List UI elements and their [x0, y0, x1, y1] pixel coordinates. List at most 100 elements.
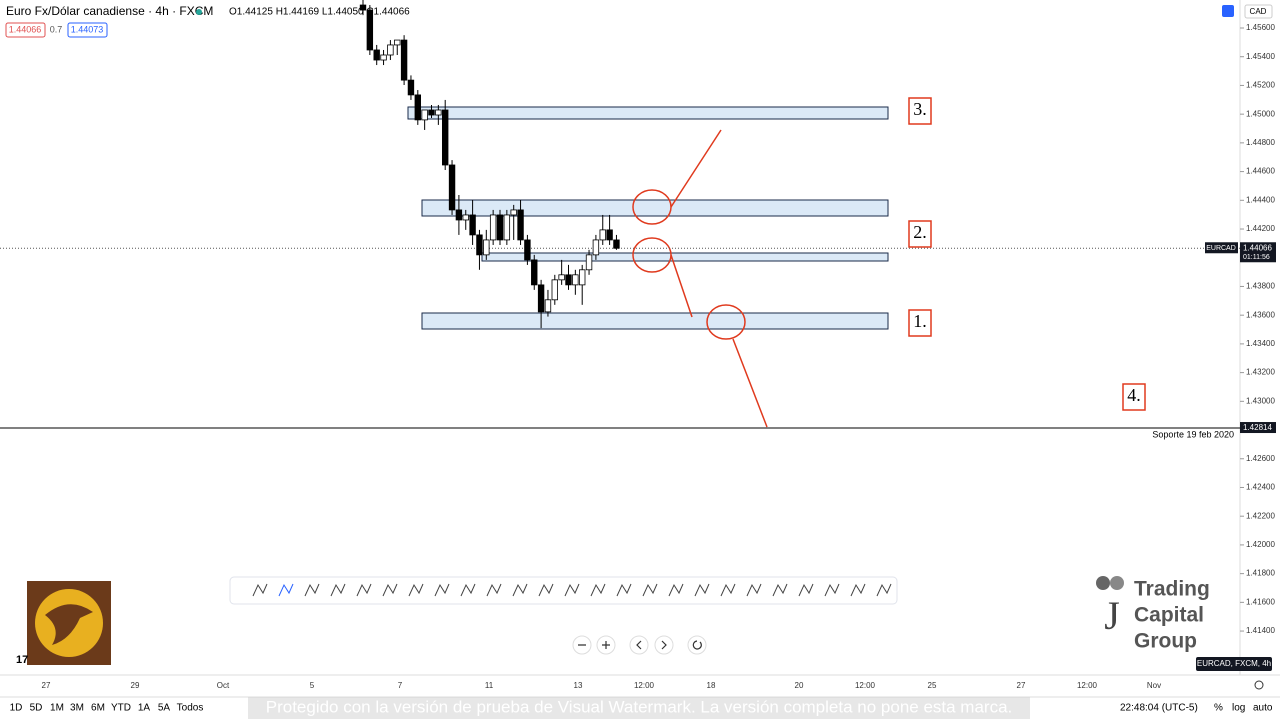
- candle-body: [366, 9, 374, 51]
- range-button[interactable]: 1D: [10, 703, 23, 714]
- buy-button[interactable]: [67, 22, 108, 38]
- tool-icon[interactable]: [460, 583, 476, 597]
- range-button[interactable]: 5D: [30, 703, 43, 714]
- zone-labels: 3. 2. 1. 4.: [913, 99, 1141, 405]
- tool-icon[interactable]: [668, 583, 684, 597]
- reset[interactable]: [687, 635, 707, 655]
- zone: [481, 252, 889, 262]
- candle-body: [441, 109, 449, 166]
- settings-icon[interactable]: [1222, 5, 1234, 17]
- tool-icon[interactable]: [824, 583, 840, 597]
- tool-icon[interactable]: [746, 583, 762, 597]
- logo-dot: [1096, 576, 1110, 590]
- x-tick-label: Nov: [1147, 681, 1161, 690]
- x-tick-label: 29: [131, 681, 140, 690]
- scroll-right[interactable]: [654, 635, 674, 655]
- x-tick-label: 12:00: [634, 681, 655, 690]
- range-button[interactable]: 5A: [158, 703, 171, 714]
- x-tick-label: 27: [1017, 681, 1026, 690]
- candle-body: [551, 279, 558, 301]
- range-button[interactable]: YTD: [111, 703, 131, 714]
- candle-body: [380, 54, 387, 61]
- label-box: [908, 97, 932, 125]
- x-tick-label: 20: [795, 681, 804, 690]
- sell-price[interactable]: 1.44066: [9, 24, 42, 34]
- tcg-logo: J Trading Capital Group: [1096, 576, 1210, 653]
- y-tick-label: 1.42000: [1246, 540, 1275, 549]
- log-toggle[interactable]: log: [1232, 703, 1245, 714]
- tool-icon[interactable]: [330, 583, 346, 597]
- x-tick-label: 25: [928, 681, 937, 690]
- currency[interactable]: CAD: [1250, 7, 1267, 16]
- zone: [421, 312, 889, 330]
- price-axis: [1240, 0, 1280, 675]
- support-label: 1.42814: [1243, 423, 1272, 432]
- logo-dot: [1110, 576, 1124, 590]
- buy-price[interactable]: 1.44073: [71, 24, 104, 34]
- tool-icon[interactable]: [486, 583, 502, 597]
- tool-icon[interactable]: [356, 583, 372, 597]
- tool-icon[interactable]: [616, 583, 632, 597]
- tool-icon[interactable]: [876, 583, 892, 597]
- candle-body: [558, 274, 565, 281]
- zones: [407, 106, 889, 330]
- tool-icon[interactable]: [694, 583, 710, 597]
- tool-icon[interactable]: [538, 583, 554, 597]
- y-tick-label: 1.43600: [1246, 310, 1275, 319]
- range-button[interactable]: 1M: [50, 703, 64, 714]
- range-button[interactable]: 6M: [91, 703, 105, 714]
- tool-icon[interactable]: [772, 583, 788, 597]
- scroll-left[interactable]: [629, 635, 649, 655]
- tool-icon[interactable]: [382, 583, 398, 597]
- zone-label: 4.: [1127, 385, 1141, 405]
- range-button[interactable]: 1A: [138, 703, 151, 714]
- nav-buttons: [572, 635, 707, 655]
- candle-body: [455, 209, 463, 221]
- tool-icon[interactable]: [850, 583, 866, 597]
- candle-body: [524, 239, 531, 261]
- y-tick-label: 1.41400: [1246, 626, 1275, 635]
- range-button[interactable]: 3M: [70, 703, 84, 714]
- zone: [421, 199, 889, 217]
- candle-body: [373, 49, 380, 61]
- tool-icon[interactable]: [798, 583, 814, 597]
- tool-icon[interactable]: [408, 583, 424, 597]
- tool-icon[interactable]: [512, 583, 528, 597]
- tool-icon[interactable]: [278, 583, 294, 597]
- toolbar-icons: [252, 583, 892, 597]
- tool-icon[interactable]: [434, 583, 450, 597]
- arrow: [732, 338, 768, 428]
- x-tick-label: 7: [398, 681, 403, 690]
- label-box: [908, 220, 932, 248]
- candle-body: [448, 164, 456, 211]
- candle-body: [387, 44, 394, 56]
- range-button[interactable]: Todos: [177, 703, 204, 714]
- candle-body: [489, 214, 497, 241]
- sell-button[interactable]: [5, 22, 46, 38]
- logo-j: J: [1104, 593, 1120, 638]
- y-tick-label: 1.41800: [1246, 569, 1275, 578]
- tool-icon[interactable]: [304, 583, 320, 597]
- x-tick-label: 5: [310, 681, 315, 690]
- tool-icon[interactable]: [590, 583, 606, 597]
- arrow: [670, 129, 722, 208]
- axis-settings[interactable]: [1254, 680, 1264, 690]
- tool-icon[interactable]: [642, 583, 658, 597]
- watermark: Protegido con la versión de prueba de Vi…: [266, 697, 1013, 716]
- candle-body: [407, 79, 415, 96]
- tool-icon[interactable]: [564, 583, 580, 597]
- percent-toggle[interactable]: %: [1214, 703, 1223, 714]
- nav-glyphs: [578, 640, 702, 650]
- auto-toggle[interactable]: auto: [1253, 703, 1273, 714]
- tool-icon[interactable]: [720, 583, 736, 597]
- x-tick-label: 12:00: [855, 681, 876, 690]
- tool-icon[interactable]: [252, 583, 268, 597]
- x-tick-label: 12:00: [1077, 681, 1098, 690]
- currency-button[interactable]: [1244, 4, 1273, 19]
- series-tag-bg: [1196, 657, 1272, 671]
- y-tick-label: 1.45000: [1246, 109, 1275, 118]
- zone-label: 2.: [913, 222, 927, 242]
- candle-body: [613, 239, 620, 249]
- glyph: [578, 640, 702, 650]
- annotations: [632, 97, 1146, 428]
